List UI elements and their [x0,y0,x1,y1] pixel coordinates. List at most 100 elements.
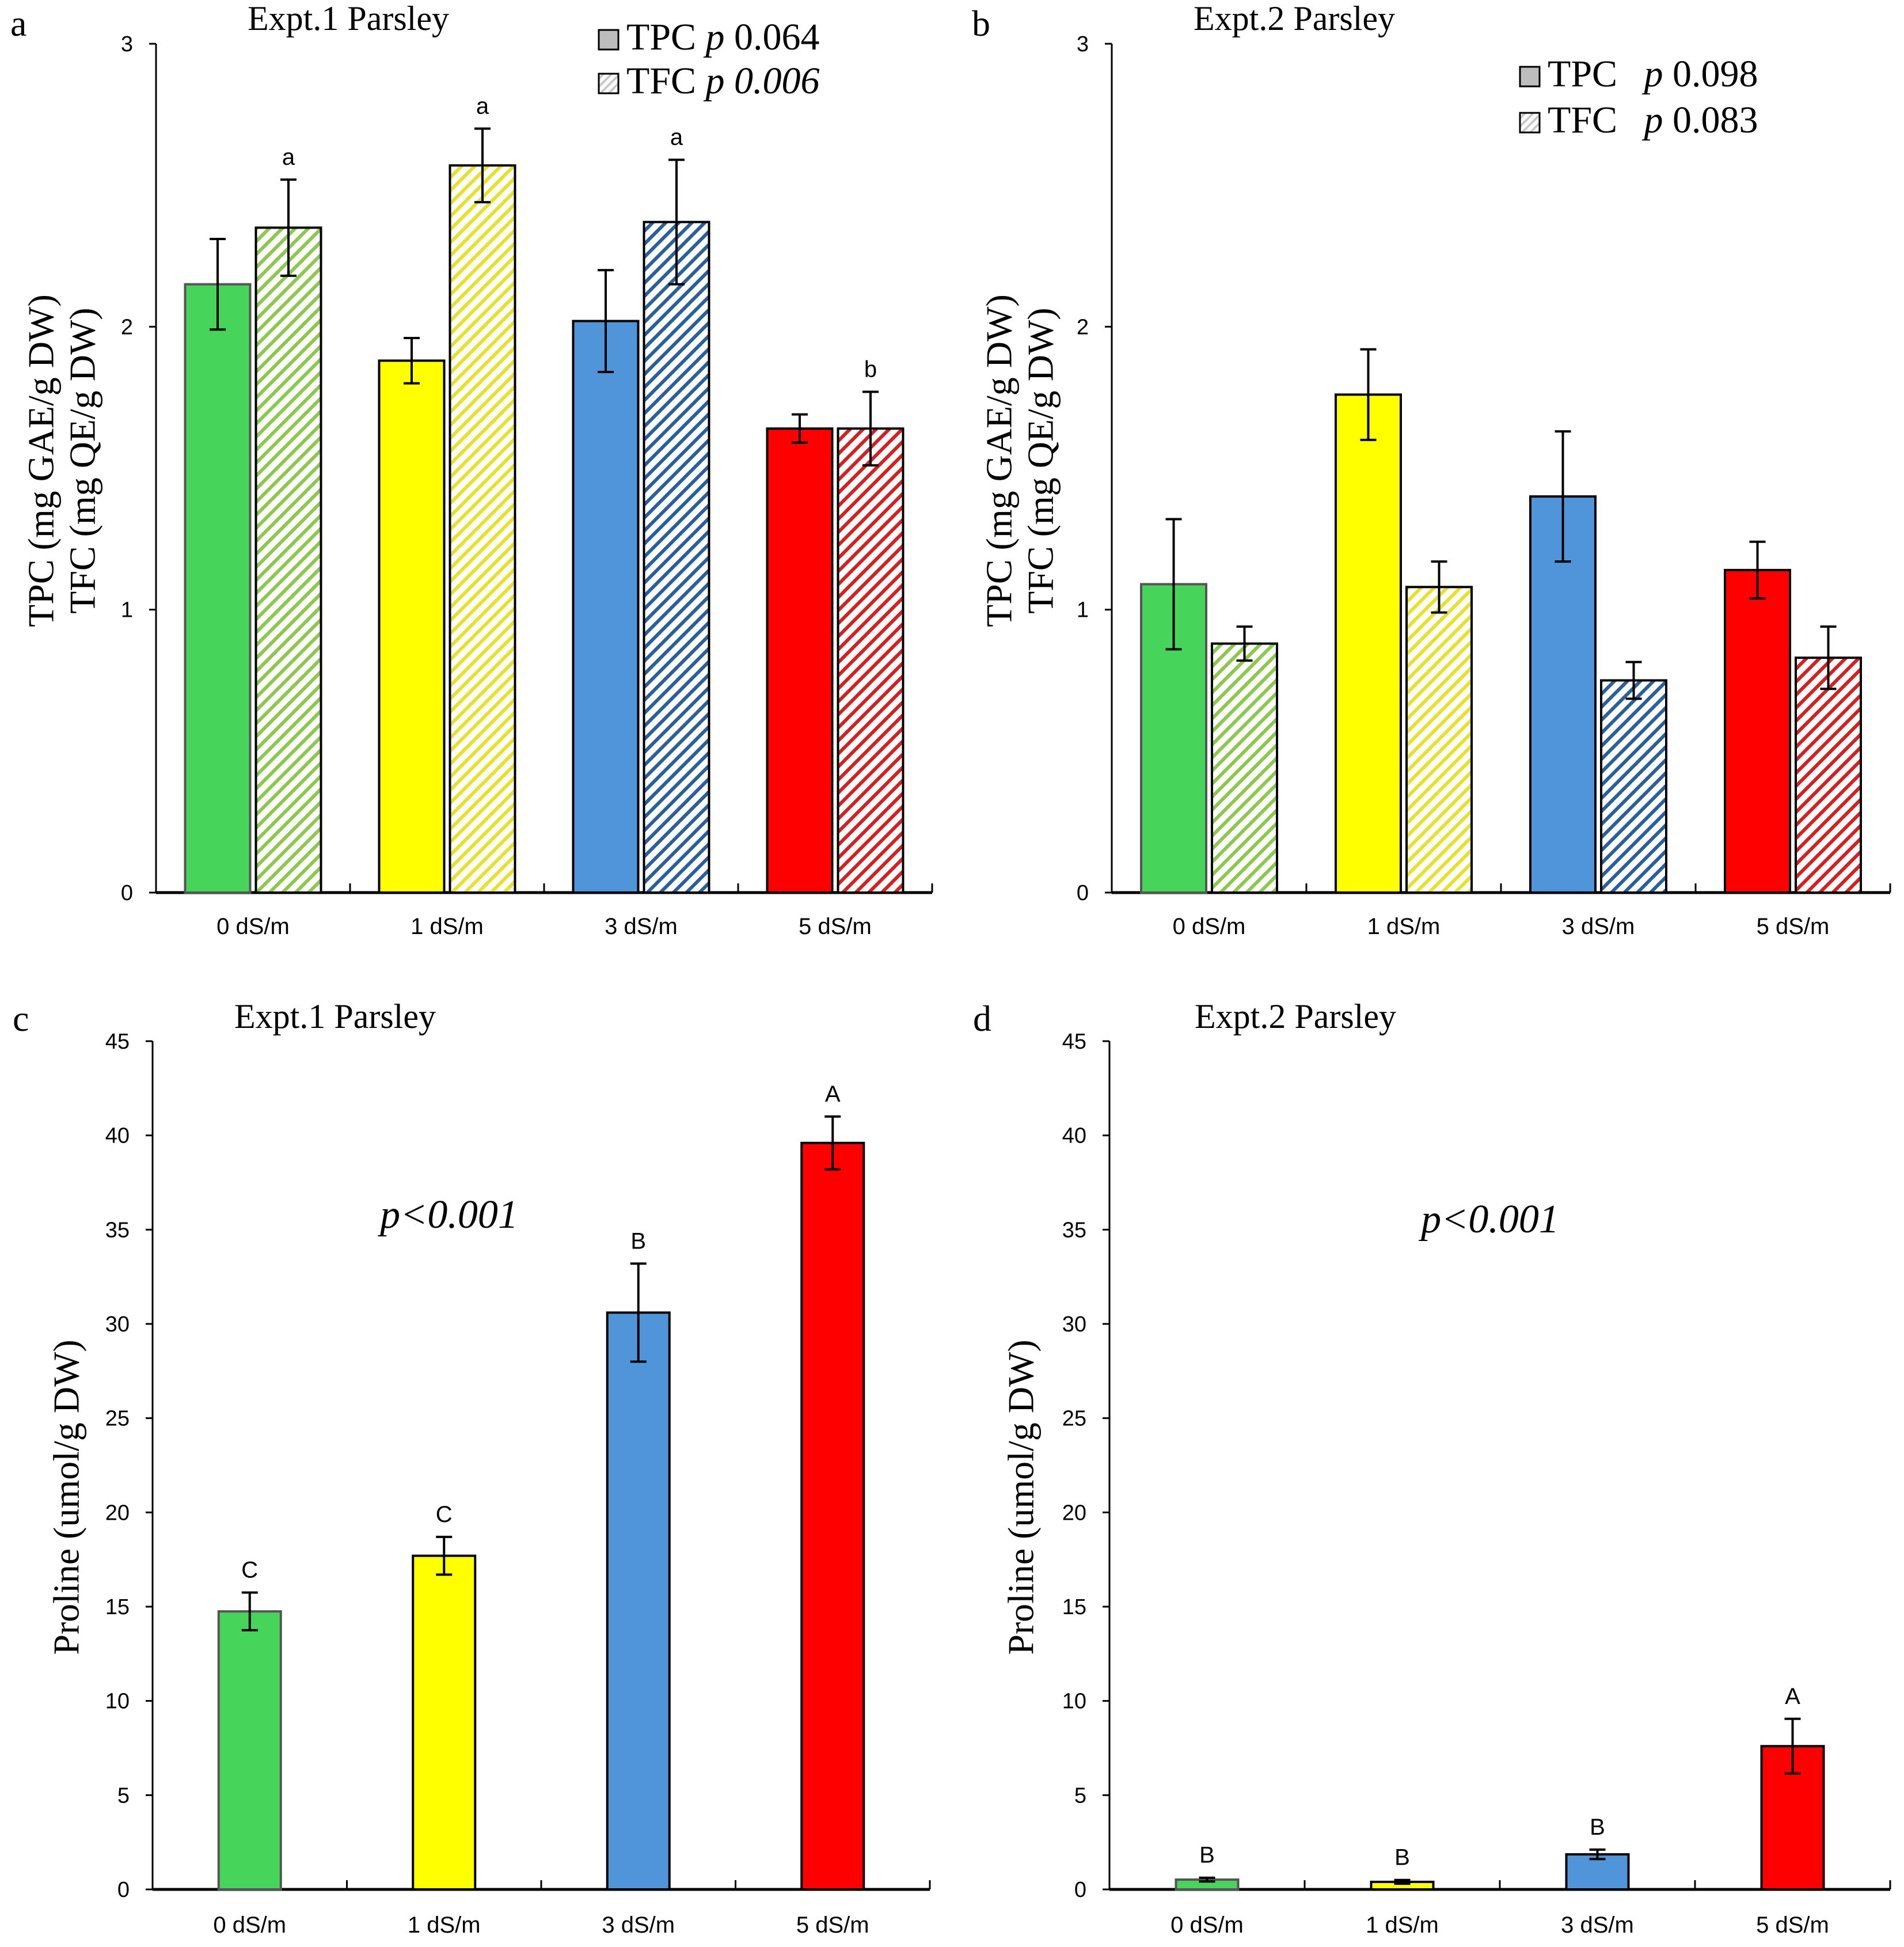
x-tick-label: 5 dS/m [1757,914,1830,939]
error-bar [1589,1848,1606,1861]
significance-letter: B [1199,1843,1215,1868]
legend-label: TFC p 0.083 [1548,99,1758,141]
y-axis-label: Proline (umol/g DW) [1001,1339,1042,1654]
y-tick-label: 25 [1062,1407,1086,1431]
y-tick-label: 15 [105,1595,130,1619]
legend-entry-tpc: TPC p 0.098 [1519,53,1758,95]
y-axis-label: TPC (mg GAE/g DW) [21,294,62,627]
bar-tpc-2 [572,320,640,894]
panel-a-tpc-tfc-expt1: a Expt.1 Parsley TPC (mg GAE/g DW) TFC (mg … [10,0,933,939]
x-tick-label: 5 dS/m [799,914,872,939]
legend-label: TFC p 0.006 [626,60,820,102]
error-bar [1236,625,1253,662]
legend-label: TPC p 0.064 [626,16,820,58]
error-bar [1749,540,1766,600]
bar-tfc-2 [1600,679,1667,894]
error-bar [474,127,491,204]
y-tick-label: 10 [105,1690,130,1714]
error-bar [824,1115,841,1171]
bar-tpc-1 [378,359,446,894]
significance-letter: a [670,124,683,150]
error-bar [1820,625,1837,690]
x-tick-label: 1 dS/m [1367,914,1441,939]
legend-swatch [1519,112,1541,134]
x-tick-label: 3 dS/m [1561,1912,1634,1938]
error-bar [241,1591,258,1631]
bar-tfc-2 [643,221,710,894]
y-tick-label: 0 [1074,1878,1086,1902]
significance-letter: B [630,1228,646,1254]
bar-tfc-1 [1405,586,1473,894]
y-tick-label: 1 [1077,598,1089,623]
panel-letter: a [10,3,26,44]
y-tick-label: 35 [105,1218,130,1242]
chart-title: Expt.1 Parsley [234,997,436,1035]
bar-tfc-1 [449,164,516,894]
significance-letter: a [282,145,295,170]
y-tick-label: 45 [1062,1030,1086,1054]
x-tick-label: 0 dS/m [213,1912,286,1938]
error-bar [792,413,808,444]
error-bar [1360,348,1377,441]
y-tick-label: 30 [105,1312,130,1337]
y-tick-label: 0 [117,1878,130,1902]
x-tick-label: 3 dS/m [605,914,678,939]
bar-tfc-0 [254,226,322,894]
y-tick-label: 25 [105,1407,130,1431]
p-value-annotation: p<0.001 [377,1193,518,1237]
bar-tpc-0 [184,283,252,894]
error-bar [668,158,685,286]
bar-tfc-3 [1795,656,1862,894]
y-tick-label: 15 [1062,1595,1086,1619]
bar-proline-2 [606,1311,671,1891]
significance-letter: A [825,1081,841,1107]
y-tick-label: 30 [1062,1312,1086,1337]
y-tick-label: 45 [105,1030,130,1054]
y-tick-label: 10 [1062,1690,1086,1714]
panel-b-tpc-tfc-expt2: b Expt.2 Parsley TPC (mg GAE/g DW) TFC (mg … [972,0,1891,939]
significance-letter: C [241,1557,258,1582]
y-tick-label: 20 [105,1501,130,1525]
x-tick-label: 1 dS/m [411,914,484,939]
y-tick-label: 3 [121,32,133,56]
y-axis-label: TPC (mg GAE/g DW) [979,294,1020,627]
x-tick-label: 3 dS/m [602,1912,675,1938]
bar-proline-0 [217,1610,282,1891]
x-tick-label: 1 dS/m [408,1912,481,1938]
error-bar [1784,1717,1801,1775]
p-value-annotation: p<0.001 [1418,1197,1559,1242]
legend-entry-tpc: TPC p 0.064 [598,16,820,58]
error-bar [1165,518,1182,651]
legend-swatch [598,73,620,94]
x-tick-label: 0 dS/m [1170,1912,1244,1938]
error-bar [210,238,226,331]
chart-title: Expt.1 Parsley [248,0,449,37]
panel-c-proline-expt1: c Expt.1 Parsley Proline (umol/g DW) 0 5 10 15… [13,997,931,1938]
chart-title: Expt.2 Parsley [1194,0,1395,37]
panel-d-proline-expt2: d Expt.2 Parsley Proline (umol/g DW) 0 5 10 15… [973,997,1891,1938]
x-tick-label: 3 dS/m [1562,914,1635,939]
x-tick-label: 5 dS/m [1756,1912,1829,1938]
y-tick-label: 5 [1074,1783,1086,1808]
x-tick-label: 5 dS/m [796,1912,869,1938]
error-bar [280,178,297,277]
bar-tfc-3 [837,427,905,894]
significance-letter: A [1785,1684,1800,1709]
error-bar [436,1535,453,1576]
x-tick-label: 0 dS/m [1173,914,1246,939]
error-bar [1431,560,1447,614]
y-tick-label: 5 [117,1783,130,1808]
x-tick-label: 0 dS/m [216,914,290,939]
y-tick-label: 1 [121,598,133,623]
y-tick-label: 2 [121,315,133,339]
y-tick-label: 40 [105,1124,130,1148]
legend-label: TPC p 0.098 [1548,53,1758,95]
y-tick-label: 35 [1062,1218,1086,1242]
y-axis-label: TFC (mg QE/g DW) [62,308,103,614]
error-bar [862,390,879,467]
panel-letter: b [972,3,990,44]
legend-swatch [1519,66,1541,88]
error-bar [1555,430,1571,563]
y-tick-label: 0 [1077,881,1089,905]
legend-entry-tfc: TFC p 0.006 [598,60,820,102]
